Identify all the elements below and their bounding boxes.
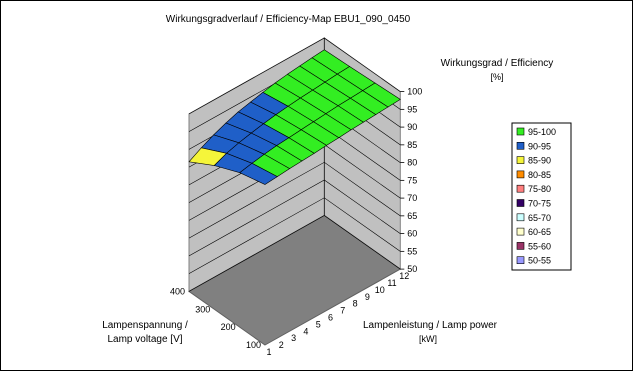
legend-swatch bbox=[516, 156, 525, 164]
legend-swatch bbox=[516, 242, 525, 250]
y-tick-label: 200 bbox=[221, 322, 236, 332]
legend-label: 90-95 bbox=[528, 141, 551, 151]
legend-swatch bbox=[516, 170, 525, 179]
legend-label: 75-80 bbox=[528, 184, 551, 194]
legend-swatch bbox=[516, 142, 525, 150]
x-tick-label: 7 bbox=[340, 306, 345, 316]
x-tick-label: 8 bbox=[353, 299, 358, 309]
surface-cell bbox=[239, 162, 278, 185]
z-tick-label: 90 bbox=[407, 122, 417, 132]
z-tick-label: 55 bbox=[407, 246, 417, 256]
z-tick-label: 60 bbox=[407, 229, 417, 239]
x-tick-label: 2 bbox=[279, 340, 284, 350]
z-tick-label: 80 bbox=[407, 158, 417, 168]
x-tick-label: 1 bbox=[266, 347, 271, 357]
z-tick-label: 95 bbox=[407, 104, 417, 114]
legend-label: 50-55 bbox=[528, 256, 551, 266]
legend-label: 80-85 bbox=[528, 170, 551, 180]
x-tick-label: 10 bbox=[375, 285, 385, 295]
legend-swatch bbox=[516, 127, 525, 136]
legend-label: 85-90 bbox=[528, 156, 551, 166]
legend-swatch bbox=[516, 256, 525, 265]
x-axis-label-line1: Lampenleistung / Lamp power bbox=[363, 320, 498, 331]
x-tick-label: 5 bbox=[316, 319, 321, 329]
x-tick-label: 3 bbox=[291, 333, 296, 343]
x-tick-label: 9 bbox=[365, 292, 370, 302]
z-tick-label: 85 bbox=[407, 140, 417, 150]
legend-swatch bbox=[516, 184, 525, 193]
legend-swatch bbox=[516, 213, 525, 222]
z-axis-label-line1: Wirkungsgrad / Efficiency bbox=[441, 58, 554, 69]
x-tick-label: 4 bbox=[303, 326, 308, 336]
legend-label: 70-75 bbox=[528, 199, 551, 209]
z-tick-label: 65 bbox=[407, 211, 417, 221]
x-tick-label: 11 bbox=[387, 278, 396, 288]
z-tick-label: 75 bbox=[407, 175, 417, 185]
y-axis-label-line2: Lamp voltage [V] bbox=[107, 334, 182, 345]
z-tick-label: 70 bbox=[407, 193, 417, 203]
y-axis-label-line1: Lampenspannung / bbox=[102, 320, 188, 331]
z-axis-label-line2: [%] bbox=[490, 72, 503, 82]
z-tick-label: 100 bbox=[407, 87, 422, 97]
x-axis-label-line2: [kW] bbox=[419, 334, 437, 344]
legend-label: 65-70 bbox=[528, 213, 551, 223]
y-tick-label: 400 bbox=[170, 286, 185, 296]
legend-label: 95-100 bbox=[528, 127, 556, 137]
legend-label: 60-65 bbox=[528, 227, 551, 237]
x-tick-label: 6 bbox=[328, 313, 333, 323]
legend-swatch bbox=[516, 199, 525, 207]
chart-title: Wirkungsgradverlauf / Efficiency-Map EBU… bbox=[166, 14, 411, 25]
y-tick-label: 300 bbox=[195, 304, 210, 314]
z-tick-label: 50 bbox=[407, 264, 417, 274]
y-tick-label: 100 bbox=[246, 340, 261, 350]
legend-label: 55-60 bbox=[528, 241, 551, 251]
legend-swatch bbox=[516, 227, 525, 236]
x-tick-label: 12 bbox=[399, 271, 409, 281]
